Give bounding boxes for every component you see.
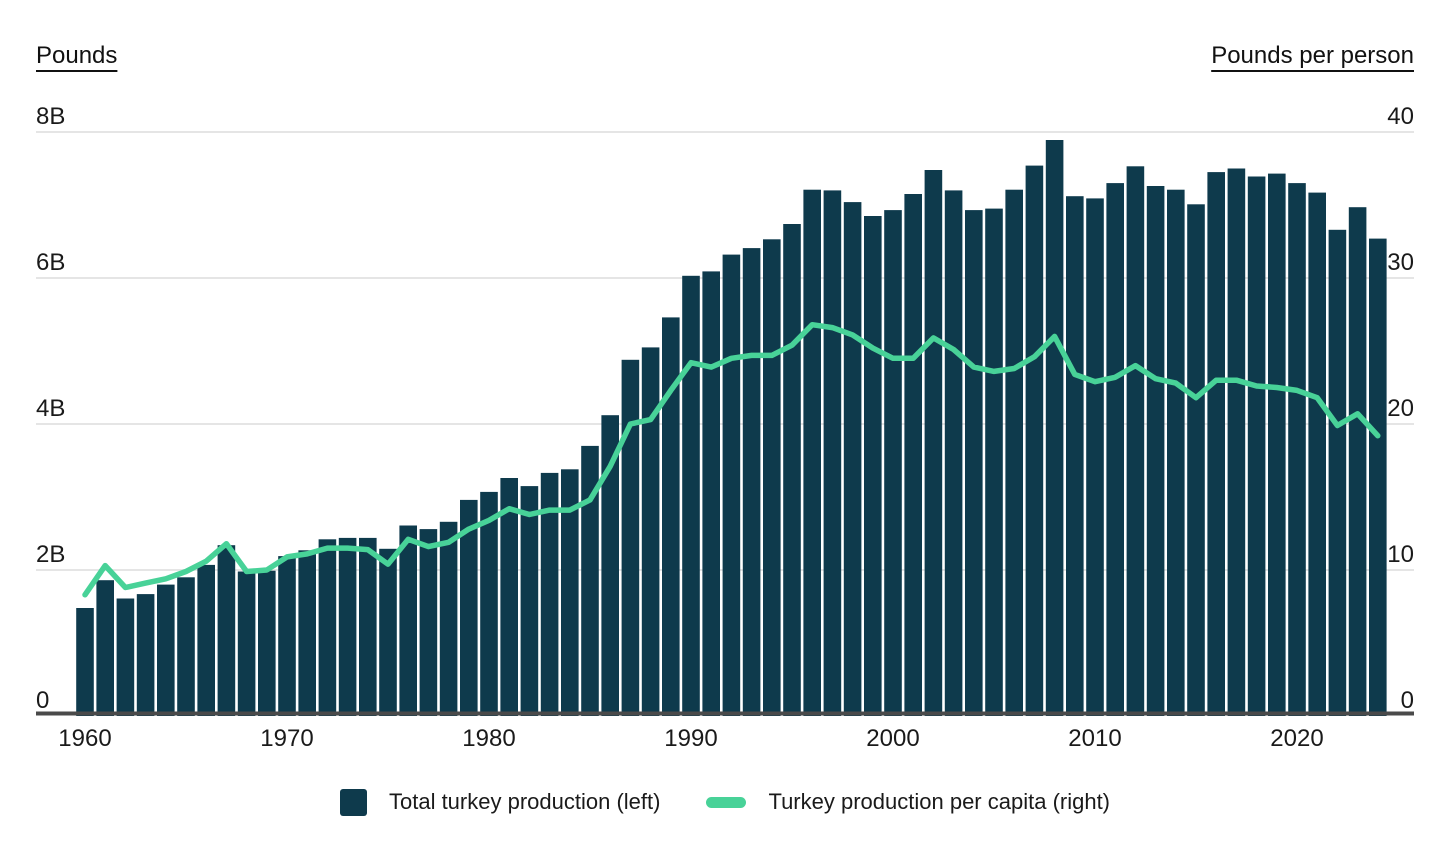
bar [1025, 165, 1044, 717]
bar [1045, 140, 1064, 716]
x-axis-tick-labels: 1960 1970 1980 1990 2000 2010 2020 [58, 725, 1323, 752]
bar [439, 521, 458, 716]
x-tick-label: 1980 [462, 725, 515, 752]
bar [823, 190, 842, 716]
bar [136, 594, 155, 716]
bar-series-total-production [76, 140, 1387, 717]
bar [338, 537, 357, 716]
bar [1207, 172, 1225, 717]
bar [621, 359, 640, 716]
legend-label-total-production: Total turkey production (left) [388, 789, 661, 814]
right-tick-label: 20 [1387, 395, 1414, 422]
bar [419, 529, 438, 716]
bar [803, 189, 821, 716]
bar [1167, 189, 1185, 716]
bar [1126, 166, 1145, 717]
bar [1328, 229, 1347, 717]
bar [1086, 198, 1104, 716]
bar [1005, 189, 1023, 716]
bar [500, 478, 518, 716]
bar [561, 469, 579, 716]
bar [1106, 183, 1124, 717]
bar [884, 210, 902, 716]
line-series-swatch [706, 796, 747, 808]
line-series-per-capita [82, 321, 1381, 598]
bar [197, 564, 215, 716]
bar [1066, 196, 1084, 716]
bar [581, 445, 599, 716]
legend-label-per-capita: Turkey production per capita (right) [768, 789, 1111, 814]
bar [318, 539, 337, 716]
bar [702, 271, 720, 716]
bar [601, 415, 619, 716]
left-tick-label: 0 [36, 687, 49, 714]
bar [1308, 192, 1326, 717]
left-tick-label: 2B [36, 541, 65, 568]
bar [682, 275, 700, 716]
left-axis-title: Pounds [36, 42, 118, 69]
bar [783, 224, 801, 716]
bar [1369, 238, 1387, 716]
bar [1268, 173, 1286, 717]
legend-item-per-capita: Turkey production per capita (right) [706, 789, 1110, 815]
production-chart-canvas: 0 2B 4B 6B 8B 0 10 20 30 40 1960 1970 1980 1990 2000 20… [36, 103, 1414, 752]
bar [763, 239, 781, 717]
bar [662, 317, 680, 716]
right-tick-label: 0 [1401, 687, 1414, 714]
bar [359, 537, 377, 716]
bar [965, 210, 983, 716]
bar [1288, 183, 1306, 717]
bar [157, 584, 175, 716]
bar [1247, 176, 1266, 716]
bar [379, 548, 397, 716]
x-axis-line [36, 711, 1414, 716]
bar [1187, 204, 1205, 717]
right-axis-tick-labels: 0 10 20 30 40 [1387, 103, 1414, 714]
right-tick-label: 40 [1387, 103, 1414, 130]
bar [1146, 186, 1165, 716]
bar [217, 545, 236, 716]
x-tick-label: 2010 [1068, 725, 1121, 752]
right-axis-title: Pounds per person [1211, 42, 1414, 69]
bar [924, 170, 943, 716]
x-tick-label: 1960 [58, 725, 111, 752]
bar [460, 499, 478, 716]
bar [520, 486, 539, 716]
bar [258, 570, 276, 716]
right-tick-label: 10 [1387, 541, 1414, 568]
left-axis-tick-labels: 0 2B 4B 6B 8B [36, 103, 65, 714]
bar [177, 577, 195, 716]
bar-series-swatch [339, 788, 367, 816]
bar [116, 598, 135, 716]
left-tick-label: 6B [36, 249, 65, 276]
bar [843, 202, 862, 717]
bar [540, 472, 559, 716]
x-tick-label: 1970 [260, 725, 313, 752]
bar [1348, 207, 1367, 716]
bar [480, 491, 498, 716]
legend-item-total-production: Total turkey production (left) [339, 788, 661, 816]
x-tick-label: 2020 [1270, 725, 1323, 752]
bar [985, 208, 1003, 716]
bar [298, 550, 316, 716]
bar [864, 216, 882, 716]
bar [278, 556, 296, 716]
bar [904, 194, 922, 716]
bar [742, 248, 761, 716]
x-tick-label: 2000 [866, 725, 919, 752]
bar [237, 571, 256, 716]
x-tick-label: 1990 [664, 725, 717, 752]
bar [641, 347, 660, 716]
legend: Total turkey production (left) Turkey pr… [0, 777, 1450, 827]
bar [722, 254, 741, 716]
bar [96, 580, 114, 716]
bar [399, 525, 417, 716]
bar [944, 190, 963, 716]
right-tick-label: 30 [1387, 249, 1414, 276]
bar [1227, 168, 1246, 716]
bar [76, 608, 94, 716]
left-tick-label: 8B [36, 103, 65, 130]
left-tick-label: 4B [36, 395, 65, 422]
